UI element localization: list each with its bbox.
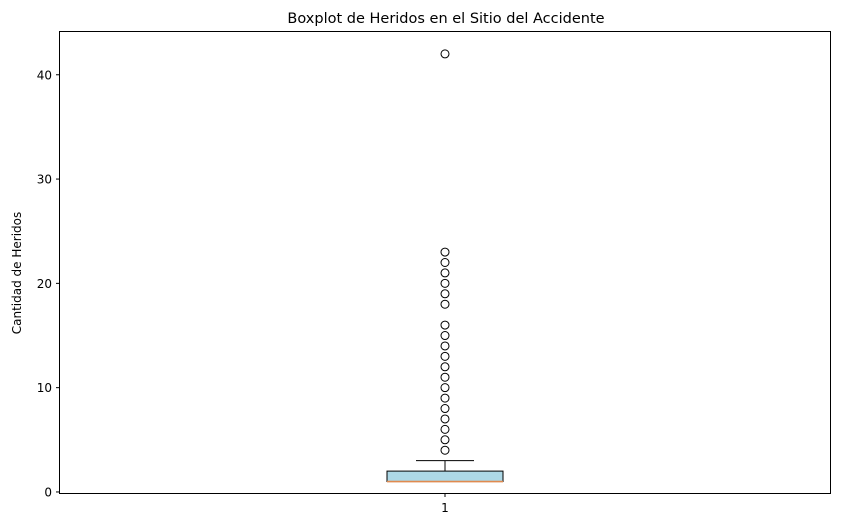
- outlier-point: [440, 435, 450, 445]
- outlier-point: [440, 247, 450, 257]
- outlier-point: [440, 383, 450, 393]
- outlier-point: [440, 268, 450, 278]
- outlier-point: [440, 49, 450, 59]
- y-tick-label: 0: [44, 485, 52, 499]
- x-axis-ticks: 1: [441, 493, 449, 515]
- outlier-point: [440, 299, 450, 309]
- outlier-point: [440, 424, 450, 434]
- plot-frame: [59, 31, 831, 494]
- outlier-point: [440, 372, 450, 382]
- chart-title: Boxplot de Heridos en el Sitio del Accid…: [287, 11, 604, 27]
- outlier-point: [440, 404, 450, 414]
- outlier-point: [440, 341, 450, 351]
- outlier-points: [440, 49, 450, 455]
- y-tick-label: 30: [37, 173, 52, 187]
- iqr-box: [386, 470, 504, 483]
- outlier-point: [440, 331, 450, 341]
- outlier-point: [440, 278, 450, 288]
- y-axis-label: Cantidad de Heridos: [10, 212, 24, 334]
- outlier-point: [440, 351, 450, 361]
- box-element: [386, 460, 504, 483]
- outlier-point: [440, 289, 450, 299]
- x-tick-label: 1: [441, 501, 449, 515]
- outlier-point: [440, 320, 450, 330]
- y-tick-label: 10: [37, 381, 52, 395]
- outlier-point: [440, 445, 450, 455]
- y-axis-ticks: 0 10 20 30 40: [37, 68, 60, 499]
- y-tick-label: 40: [37, 68, 52, 82]
- y-tick-label: 20: [37, 277, 52, 291]
- outlier-point: [440, 414, 450, 424]
- outlier-point: [440, 362, 450, 372]
- outlier-point: [440, 393, 450, 403]
- outlier-point: [440, 258, 450, 267]
